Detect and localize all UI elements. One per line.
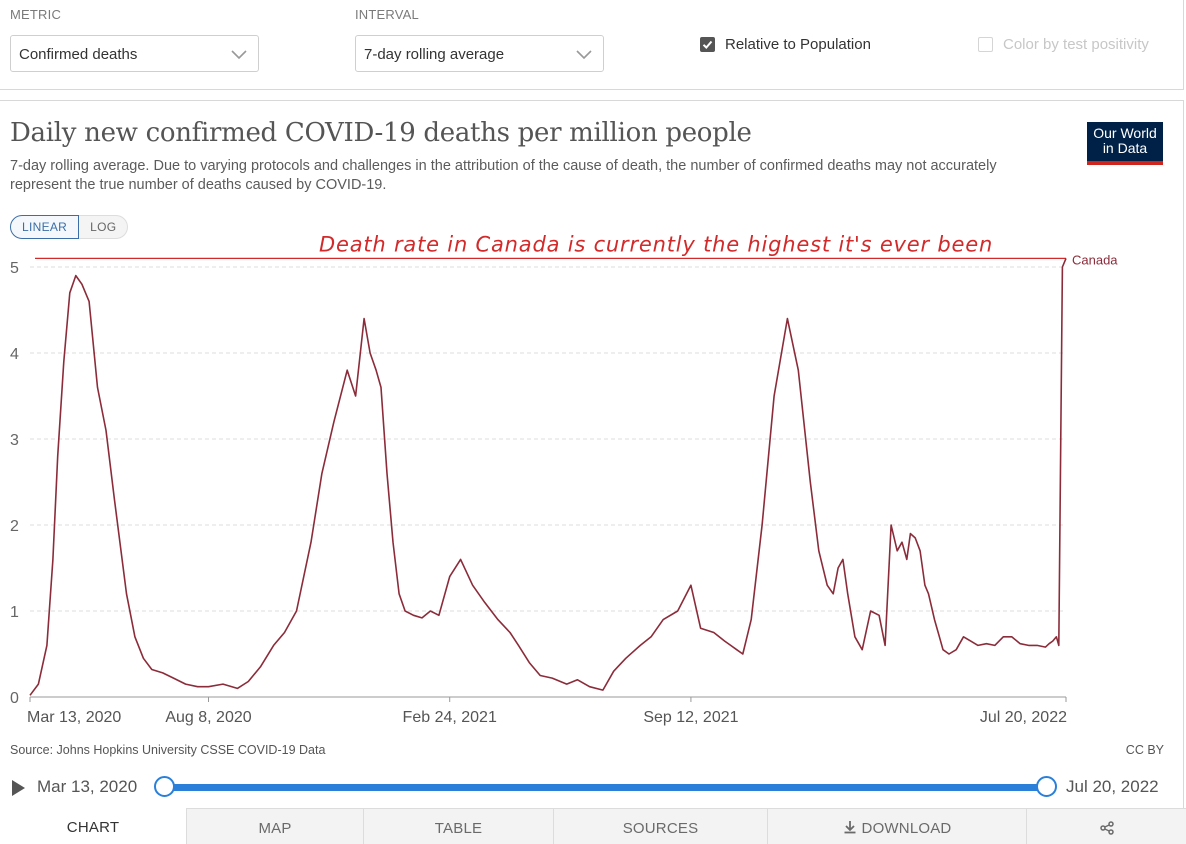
series-line-canada xyxy=(29,258,1067,696)
owid-logo[interactable]: Our World in Data xyxy=(1087,122,1163,165)
x-tick-label: Sep 12, 2021 xyxy=(643,709,738,726)
tab-download[interactable]: DOWNLOAD xyxy=(767,808,1026,844)
timeline-track[interactable] xyxy=(164,784,1046,791)
chevron-down-icon xyxy=(576,50,592,60)
share-icon xyxy=(1099,821,1114,835)
x-tick-label: Aug 8, 2020 xyxy=(165,709,251,726)
tab-map[interactable]: MAP xyxy=(186,808,363,844)
y-tick-label: 4 xyxy=(10,346,19,363)
share-button[interactable] xyxy=(1026,808,1186,844)
chart-subtitle: 7-day rolling average. Due to varying pr… xyxy=(10,158,997,193)
color-by-test-positivity-label: Color by test positivity xyxy=(1003,36,1149,53)
y-tick-label: 1 xyxy=(10,604,19,621)
timeline-start-handle[interactable] xyxy=(154,776,175,797)
metric-select[interactable]: Confirmed deaths xyxy=(10,35,259,72)
download-icon xyxy=(844,821,856,834)
tab-sources[interactable]: SOURCES xyxy=(553,808,767,844)
timeline-end-label: Jul 20, 2022 xyxy=(1066,777,1159,796)
relative-to-population-checkbox[interactable]: Relative to Population xyxy=(700,36,871,53)
line-chart: 0 1 2 3 4 5 Mar 13, 2020 Aug 8, 2020 Feb 24, 202… xyxy=(10,232,1118,726)
timeline-end-handle[interactable] xyxy=(1036,776,1057,797)
color-by-test-positivity-checkbox[interactable]: Color by test positivity xyxy=(978,36,1149,53)
tab-download-label: DOWNLOAD xyxy=(861,820,952,837)
interval-select[interactable]: 7-day rolling average xyxy=(355,35,604,72)
tab-bar: CHART MAP TABLE SOURCES DOWNLOAD xyxy=(0,808,1186,844)
tab-table[interactable]: TABLE xyxy=(363,808,553,844)
x-tick-label: Mar 13, 2020 xyxy=(27,709,121,726)
interval-label: INTERVAL xyxy=(355,7,419,22)
license-text[interactable]: CC BY xyxy=(1125,743,1164,757)
logo-line-1: Our World xyxy=(1093,125,1157,141)
annotation-text: Death rate in Canada is currently the hi… xyxy=(319,232,993,256)
logo-line-2: in Data xyxy=(1102,140,1148,156)
log-scale-button[interactable]: LOG xyxy=(79,215,129,239)
play-icon[interactable] xyxy=(12,780,25,796)
chevron-down-icon xyxy=(231,50,247,60)
metric-value: Confirmed deaths xyxy=(19,46,138,63)
chart-title: Daily new confirmed COVID-19 deaths per … xyxy=(10,118,752,148)
y-tick-label: 5 xyxy=(10,260,19,277)
relative-to-population-label: Relative to Population xyxy=(725,36,871,53)
metric-label: METRIC xyxy=(10,7,62,22)
checkbox-empty-icon xyxy=(978,37,993,52)
x-tick-label: Feb 24, 2021 xyxy=(403,709,497,726)
y-tick-label: 3 xyxy=(10,432,19,449)
x-tick-label: Jul 20, 2022 xyxy=(980,709,1067,726)
chart-card xyxy=(0,100,1184,844)
y-tick-label: 2 xyxy=(10,518,19,535)
y-tick-label: 0 xyxy=(10,690,19,707)
interval-value: 7-day rolling average xyxy=(364,46,505,63)
tab-chart[interactable]: CHART xyxy=(0,808,186,844)
timeline-start-label: Mar 13, 2020 xyxy=(37,777,138,796)
linear-scale-button[interactable]: LINEAR xyxy=(10,215,80,239)
source-text[interactable]: Source: Johns Hopkins University CSSE CO… xyxy=(10,743,326,757)
checkmark-icon xyxy=(700,37,715,52)
series-label-canada: Canada xyxy=(1072,252,1118,267)
scale-toggle: LINEAR LOG xyxy=(10,215,129,239)
controls-panel: METRIC Confirmed deaths INTERVAL 7-day r… xyxy=(0,0,1184,90)
